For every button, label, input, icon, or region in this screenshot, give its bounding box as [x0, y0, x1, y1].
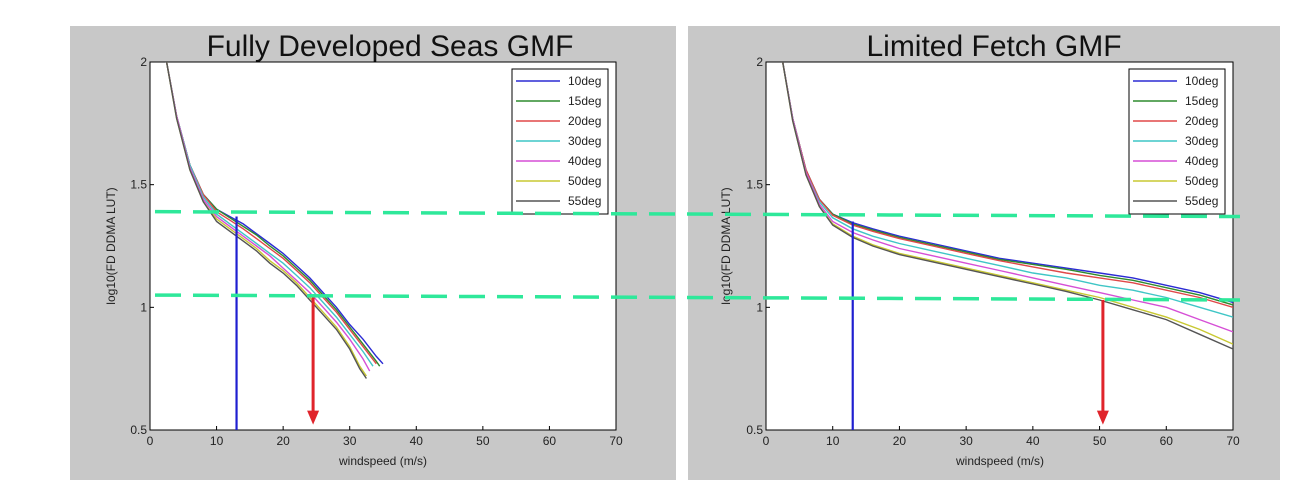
- legend-label-20deg: 20deg: [568, 114, 601, 128]
- x-tick-label: 10: [210, 434, 224, 448]
- x-tick-label: 10: [826, 434, 840, 448]
- y-tick-label: 2: [140, 55, 147, 69]
- x-tick-label: 50: [1093, 434, 1107, 448]
- guide-lines: [154, 209, 1241, 302]
- legend: 10deg 15deg 20deg 30deg 40deg 50deg 55deg: [511, 68, 609, 215]
- y-axis-label: log10(FD DDMA LUT): [719, 187, 733, 304]
- series-line-30deg: [782, 62, 1233, 318]
- series-line-20deg: [782, 62, 1233, 308]
- series-curves: [165, 62, 384, 379]
- series-line-40deg: [165, 62, 371, 372]
- y-tick-label: 1.5: [746, 178, 763, 192]
- series-line-55deg: [165, 62, 367, 379]
- axis-ticks: 0 10 20 30 40 50 60 70 0.5 1 1.5 2: [746, 55, 1240, 448]
- x-tick-label: 70: [1226, 434, 1240, 448]
- y-tick-label: 1: [756, 300, 763, 314]
- legend-label-15deg: 15deg: [1185, 94, 1218, 108]
- series-line-30deg: [165, 62, 374, 367]
- x-axis-label: windspeed (m/s): [338, 454, 427, 468]
- chart-title: Limited Fetch GMF: [866, 30, 1121, 63]
- y-tick-label: 1.5: [130, 178, 147, 192]
- y-tick-label: 1: [140, 300, 147, 314]
- x-tick-label: 40: [410, 434, 424, 448]
- legend-label-15deg: 15deg: [568, 94, 601, 108]
- legend-label-10deg: 10deg: [568, 74, 601, 88]
- dashed-guide-line: [154, 293, 1241, 302]
- panel-limited-fetch: Limited Fetch GMF windspeed (m/s) log10(…: [688, 26, 1280, 480]
- chart-title: Fully Developed Seas GMF: [207, 30, 574, 63]
- x-tick-label: 70: [609, 434, 623, 448]
- y-tick-label: 2: [756, 55, 763, 69]
- x-tick-label: 30: [959, 434, 973, 448]
- red-arrow-head: [307, 410, 320, 425]
- x-tick-label: 50: [476, 434, 490, 448]
- legend-label-10deg: 10deg: [1185, 74, 1218, 88]
- legend-label-40deg: 40deg: [1185, 154, 1218, 168]
- axis-ticks: 0 10 20 30 40 50 60 70 0.5 1 1.5 2: [130, 55, 623, 448]
- series-line-55deg: [782, 62, 1233, 350]
- x-tick-label: 60: [1160, 434, 1174, 448]
- annotations: [851, 221, 1109, 430]
- y-tick-label: 0.5: [130, 423, 147, 437]
- x-tick-label: 60: [543, 434, 557, 448]
- legend-label-30deg: 30deg: [1185, 134, 1218, 148]
- series-curves: [782, 62, 1233, 350]
- x-tick-label: 40: [1026, 434, 1040, 448]
- x-tick-label: 0: [147, 434, 154, 448]
- red-arrow-head: [1096, 410, 1109, 425]
- legend-label-55deg: 55deg: [568, 194, 601, 208]
- annotations: [235, 216, 320, 430]
- x-axis-label: windspeed (m/s): [955, 454, 1044, 468]
- x-tick-label: 30: [343, 434, 357, 448]
- y-tick-label: 0.5: [746, 423, 763, 437]
- x-tick-label: 20: [893, 434, 907, 448]
- legend-label-40deg: 40deg: [568, 154, 601, 168]
- legend-label-20deg: 20deg: [1185, 114, 1218, 128]
- legend-label-30deg: 30deg: [568, 134, 601, 148]
- legend-label-50deg: 50deg: [568, 174, 601, 188]
- x-tick-label: 20: [276, 434, 290, 448]
- x-tick-label: 0: [763, 434, 770, 448]
- dashed-guide-line: [154, 209, 1241, 219]
- legend-label-55deg: 55deg: [1185, 194, 1218, 208]
- panel-fully-developed-seas: Fully Developed Seas GMF windspeed (m/s)…: [70, 26, 676, 480]
- series-line-40deg: [782, 62, 1233, 333]
- legend: 10deg 15deg 20deg 30deg 40deg 50deg 55deg: [1128, 68, 1226, 215]
- legend-label-50deg: 50deg: [1185, 174, 1218, 188]
- y-axis-label: log10(FD DDMA LUT): [104, 187, 118, 304]
